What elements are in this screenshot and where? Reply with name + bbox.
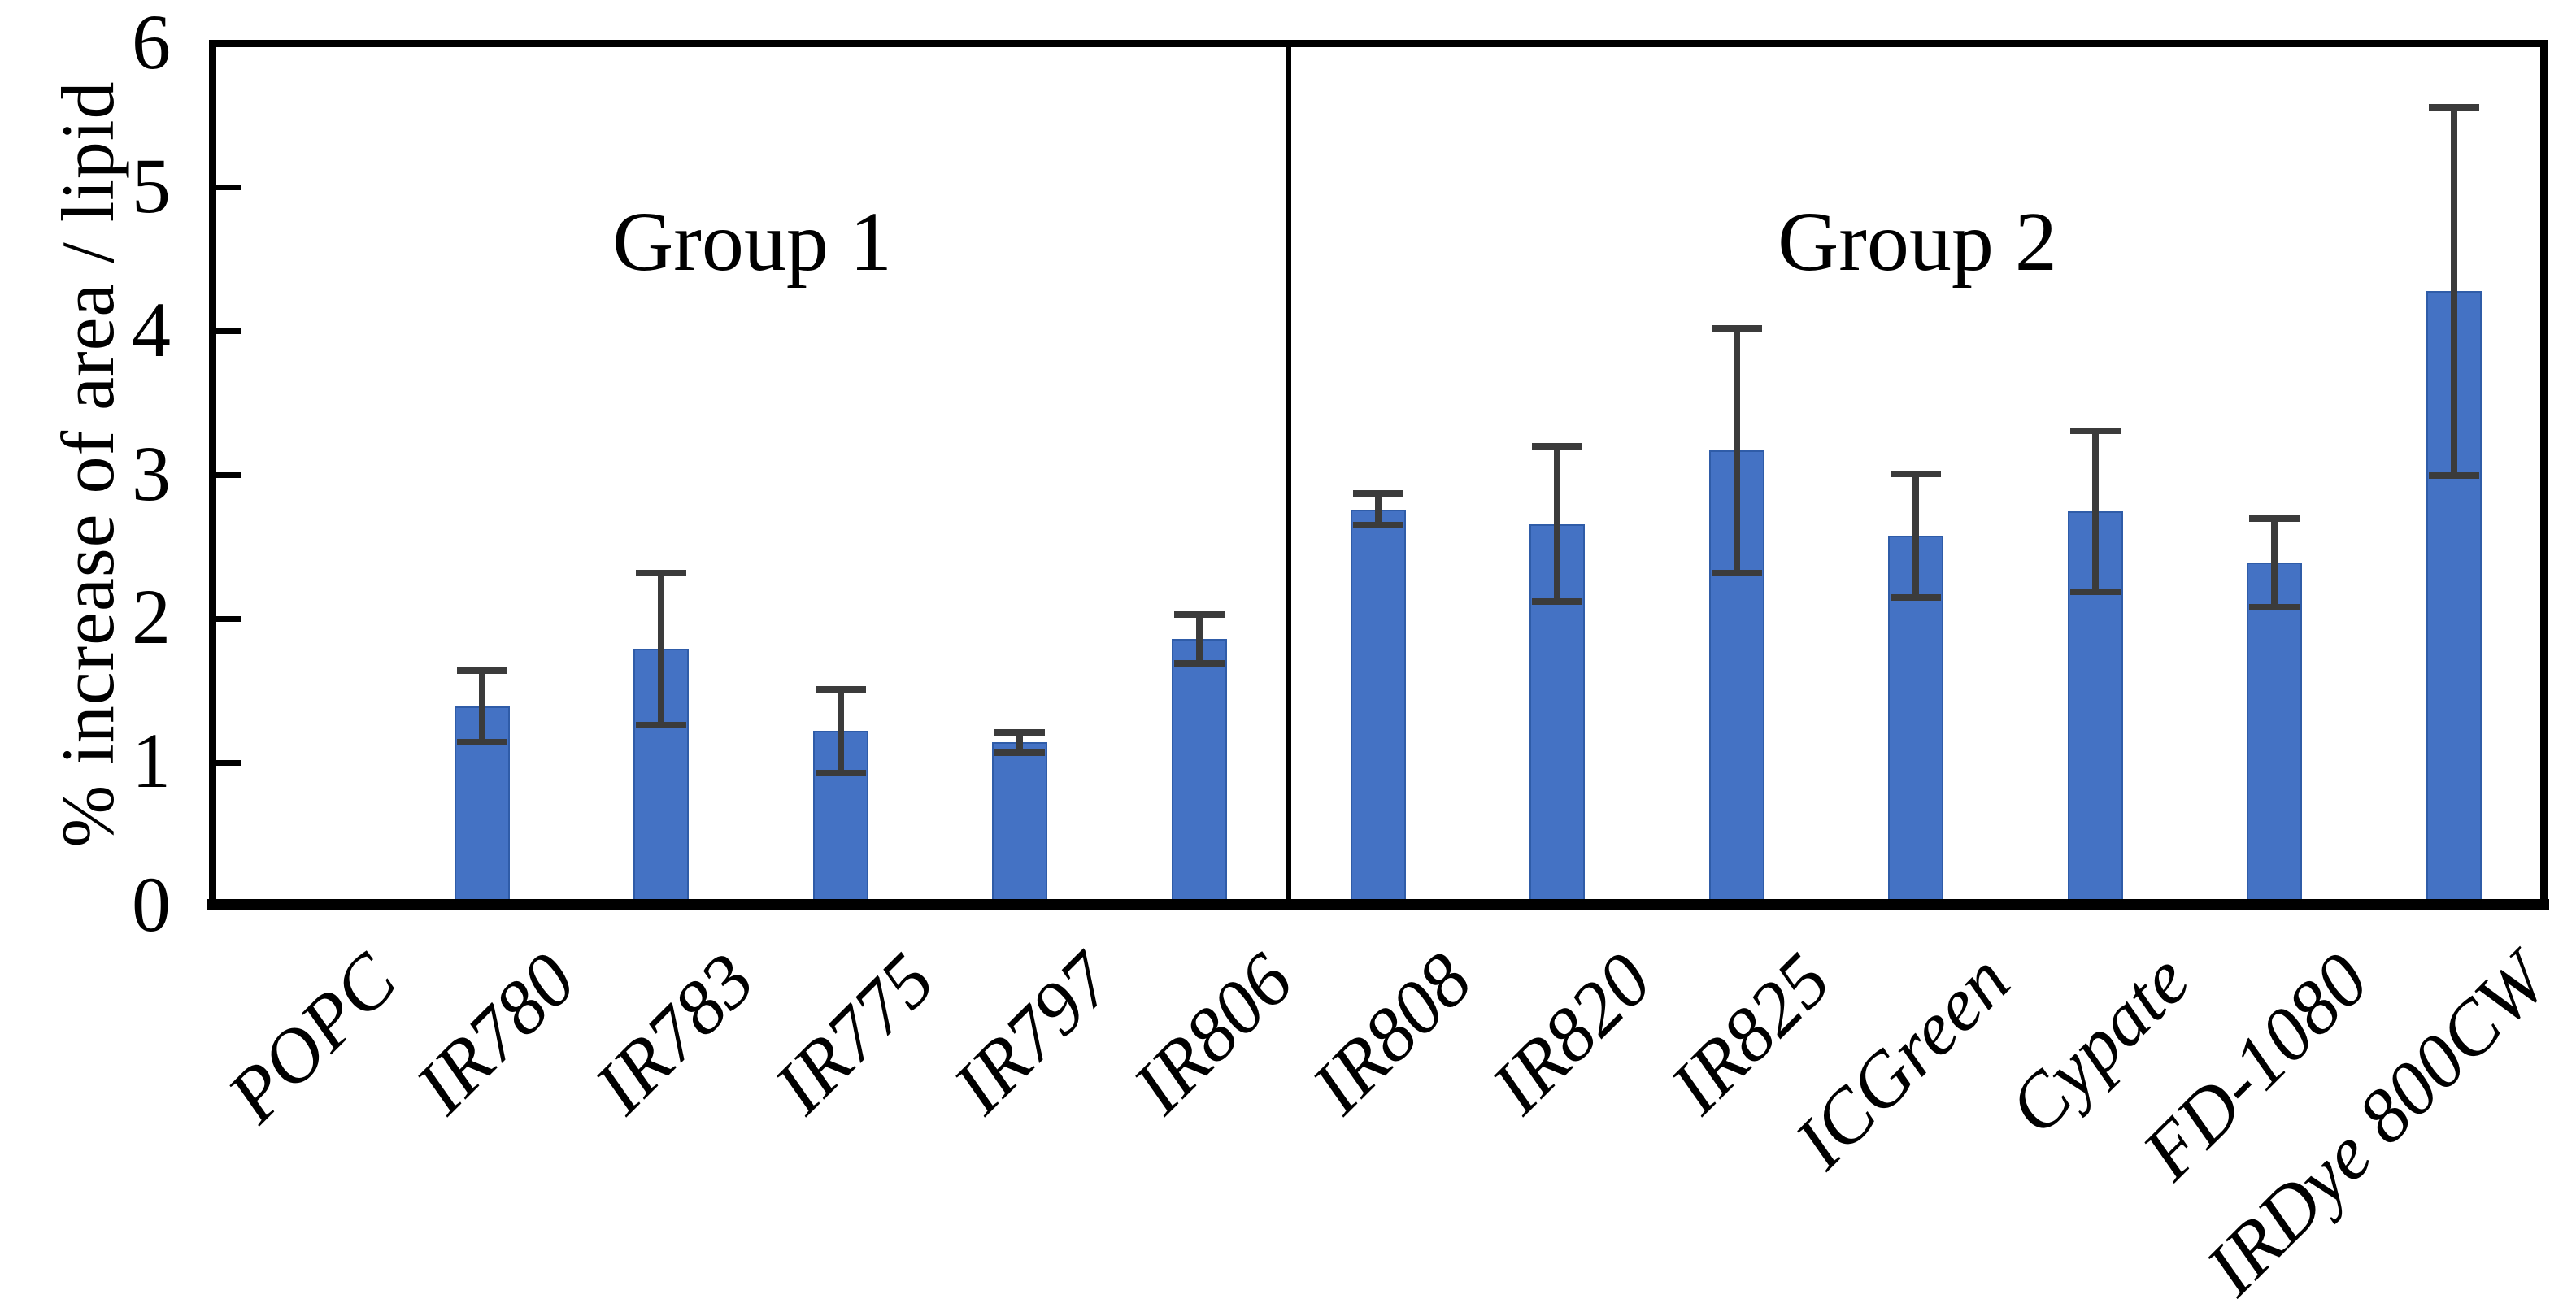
y-tick-label-3: 3 — [132, 429, 171, 517]
error-bar-line-ICGreen — [1912, 473, 1920, 597]
error-bar-cap-top-IR775 — [815, 685, 866, 693]
y-tick-label-1: 1 — [132, 717, 171, 805]
error-bar-cap-top-IR797 — [994, 729, 1046, 736]
error-bar-cap-bottom-IR820 — [1532, 598, 1583, 606]
error-bar-cap-bottom-IR780 — [456, 739, 507, 746]
error-bar-cap-bottom-ICGreen — [1891, 593, 1942, 601]
error-bar-cap-top-IR783 — [636, 569, 687, 576]
error-bar-line-FD-1080 — [2271, 518, 2278, 608]
error-bar-cap-bottom-IRDye 800CW — [2428, 471, 2479, 479]
x-category-label-IR780: IR780 — [399, 937, 592, 1130]
x-axis-line — [207, 899, 2549, 910]
error-bar-cap-top-IR820 — [1532, 443, 1583, 450]
y-tick-mark-1 — [216, 759, 241, 766]
error-bar-cap-top-IRDye 800CW — [2428, 103, 2479, 111]
y-tick-label-0: 0 — [132, 861, 171, 948]
x-category-label-IR808: IR808 — [1295, 937, 1488, 1130]
y-tick-label-2: 2 — [132, 573, 171, 661]
x-category-label-IR797: IR797 — [938, 937, 1130, 1130]
y-tick-label-4: 4 — [132, 285, 171, 373]
x-category-label-IR806: IR806 — [1116, 937, 1309, 1130]
error-bar-cap-bottom-IR808 — [1353, 522, 1403, 529]
error-bar-cap-bottom-IR825 — [1711, 569, 1762, 576]
y-tick-mark-4 — [216, 328, 241, 335]
error-bar-cap-top-IR808 — [1353, 490, 1403, 497]
error-bar-cap-bottom-FD-1080 — [2249, 604, 2300, 611]
error-bar-line-IR825 — [1733, 328, 1740, 573]
error-bar-line-IR775 — [837, 689, 844, 773]
error-bar-cap-bottom-IR775 — [815, 769, 866, 776]
y-tick-label-5: 5 — [132, 141, 171, 229]
x-category-label-POPC: POPC — [211, 937, 413, 1139]
error-bar-line-IR806 — [1195, 615, 1203, 664]
error-bar-cap-top-IR825 — [1711, 325, 1762, 332]
x-category-label-IR783: IR783 — [579, 937, 772, 1130]
error-bar-cap-top-IR780 — [456, 667, 507, 674]
error-bar-line-IRDye 800CW — [2450, 106, 2457, 476]
error-bar-cap-bottom-IR797 — [994, 749, 1046, 756]
bar-IR808 — [1351, 509, 1406, 906]
x-category-label-IR775: IR775 — [758, 937, 951, 1130]
error-bar-line-Cypate — [2091, 430, 2099, 592]
bar-IR806 — [1171, 639, 1227, 906]
plot-frame — [209, 40, 2548, 910]
bar-FD-1080 — [2247, 563, 2303, 906]
error-bar-line-IR808 — [1375, 493, 1382, 526]
y-tick-mark-5 — [216, 185, 241, 191]
error-bar-line-IR783 — [658, 572, 665, 726]
group-divider-line — [1286, 47, 1292, 903]
y-tick-mark-2 — [216, 615, 241, 622]
y-tick-mark-3 — [216, 472, 241, 478]
y-tick-label-6: 6 — [132, 0, 171, 85]
error-bar-cap-bottom-IR806 — [1173, 660, 1225, 667]
error-bar-cap-top-Cypate — [2069, 427, 2121, 434]
group-1-label: Group 1 — [612, 195, 892, 289]
error-bar-line-IR820 — [1554, 446, 1561, 602]
error-bar-cap-top-ICGreen — [1891, 470, 1942, 477]
group-2-label: Group 2 — [1778, 195, 2057, 289]
x-category-label-IR820: IR820 — [1475, 937, 1668, 1130]
error-bar-cap-bottom-IR783 — [636, 722, 687, 729]
error-bar-line-IR797 — [1016, 732, 1024, 753]
error-bar-cap-bottom-Cypate — [2069, 588, 2121, 595]
error-bar-line-IR780 — [478, 670, 485, 743]
error-bar-cap-top-IR806 — [1173, 611, 1225, 619]
error-bar-cap-top-FD-1080 — [2249, 515, 2300, 522]
